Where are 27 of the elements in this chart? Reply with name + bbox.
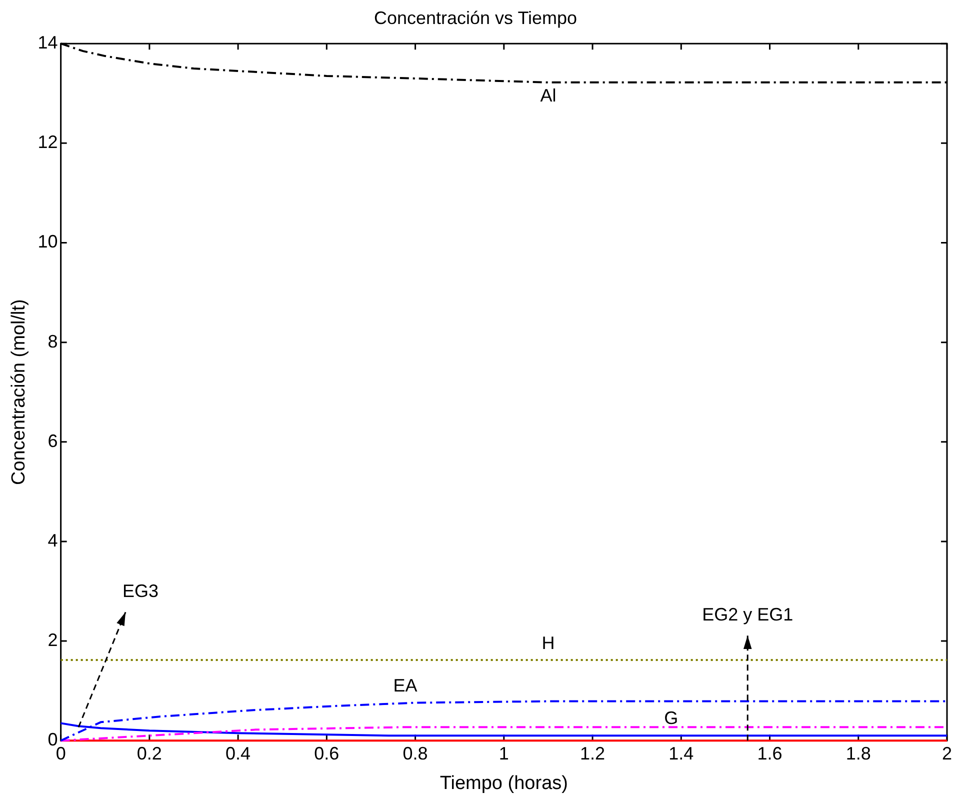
x-tick-label: 0.6 <box>314 743 340 764</box>
annotation: EG3 <box>122 581 159 602</box>
y-tick-label: 12 <box>38 132 58 152</box>
annotation: H <box>542 632 555 653</box>
x-tick-label: 1.2 <box>580 743 606 764</box>
y-tick-label: 0 <box>48 730 58 750</box>
y-tick-label: 10 <box>38 232 58 252</box>
annotation: EG2 y EG1 <box>702 604 794 625</box>
y-tick-label: 4 <box>48 530 58 550</box>
x-tick-label: 0.2 <box>136 743 162 764</box>
y-tick-label: 2 <box>48 630 58 650</box>
y-tick-label: 14 <box>38 32 58 53</box>
x-axis-title: Tiempo (horas) <box>440 772 568 794</box>
x-tick-label: 1 <box>498 743 509 764</box>
chart-title: Concentración vs Tiempo <box>374 8 578 28</box>
x-tick-label: 2 <box>942 743 952 764</box>
y-axis-title: Concentración (mol/lt) <box>8 299 30 486</box>
x-tick-label: 0.8 <box>402 743 428 764</box>
x-tick-label: 1.8 <box>846 743 871 764</box>
x-tick-label: 0.4 <box>226 743 251 764</box>
x-tick-label: 1.4 <box>668 743 694 764</box>
annotation: EA <box>393 676 418 696</box>
annotation: Al <box>540 85 556 106</box>
annotation: G <box>664 708 678 728</box>
y-tick-label: 8 <box>48 331 58 352</box>
x-tick-label: 1.6 <box>757 743 782 764</box>
y-tick-label: 6 <box>48 430 58 451</box>
